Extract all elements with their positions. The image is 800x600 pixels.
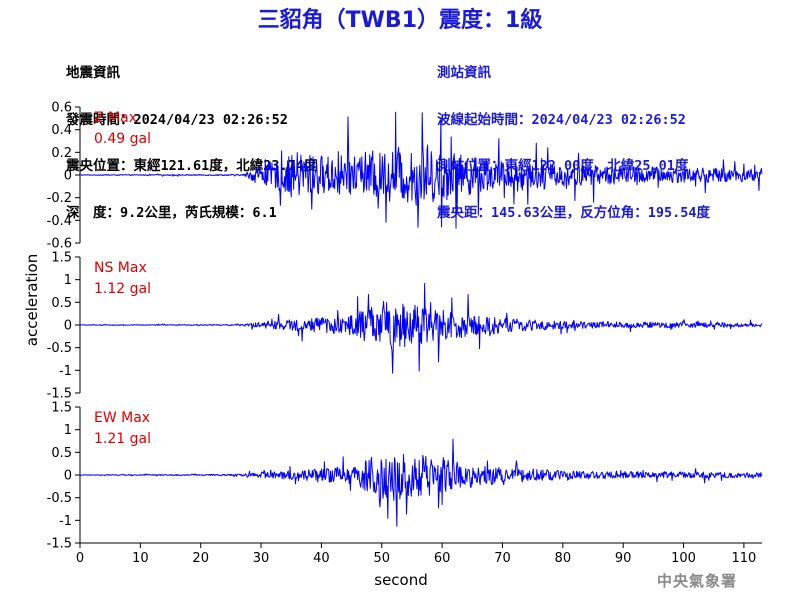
x-tick-label: 30 (253, 551, 270, 566)
x-tick-label: 10 (132, 551, 149, 566)
y-tick-label: 0 (64, 469, 72, 484)
y-tick-label: -0.5 (47, 491, 72, 506)
x-tick-label: 80 (555, 551, 572, 566)
waveform-ew (79, 438, 763, 527)
waveform-ns (79, 282, 763, 374)
y-tick-label: 1.5 (51, 251, 72, 266)
x-tick-label: 90 (615, 551, 632, 566)
x-tick-label: 110 (731, 551, 756, 566)
earthquake-info: 地震資訊 發震時間：2024/04/23 02:26:52 震央位置：東經121… (66, 35, 317, 237)
y-tick-label: 1.5 (51, 401, 72, 416)
y-tick-label: 1 (64, 273, 72, 288)
panel-z: -0.6 -0.4 -0.2 0 0.2 0.4 0.6 Z Max 0.49 gal (47, 101, 763, 252)
max-value-ew: 1.21 gal (94, 431, 151, 447)
depth-magnitude: 深 度：9.2公里，芮氏規模：6.1 (66, 204, 277, 221)
y-tick-label: -0.5 (47, 341, 72, 356)
station-info-heading: 測站資訊 (437, 65, 491, 81)
y-tick-label: 0 (64, 169, 72, 184)
panel-ew: -1.5 -1 -0.5 0 0.5 1 1.5 EW Max 1.21 gal (47, 401, 763, 552)
y-tick-label: -0.6 (47, 237, 72, 252)
y-tick-label: 0.6 (51, 101, 72, 116)
y-tick-label: 0 (64, 319, 72, 334)
epicenter-location: 震央位置：東經121.61度，北緯23.74度 (66, 158, 318, 174)
y-tick-label: -1 (59, 514, 72, 529)
station-location: 測站位置：東經122.00度，北緯25.01度 (437, 158, 689, 174)
y-tick-label: 0.5 (51, 446, 72, 461)
agency-watermark: 中央氣象署 (657, 572, 738, 590)
max-label-ew: EW Max (94, 410, 150, 426)
x-tick-label: 50 (373, 551, 390, 566)
x-tick-label: 20 (192, 551, 209, 566)
x-tick-label: 60 (434, 551, 451, 566)
wave-start-time: 波線起始時間：2024/04/23 02:26:52 (437, 111, 686, 128)
y-tick-label: -0.4 (47, 214, 72, 229)
x-tick-label: 100 (671, 551, 696, 566)
origin-time: 發震時間：2024/04/23 02:26:52 (66, 111, 288, 128)
station-info: 測站資訊 波線起始時間：2024/04/23 02:26:52 測站位置：東經1… (437, 35, 710, 237)
page-title: 三貂角（TWB1）震度：1級 (257, 8, 543, 33)
earthquake-info-heading: 地震資訊 (66, 65, 120, 81)
y-tick-label: 1 (64, 423, 72, 438)
y-tick-label: -1.5 (47, 537, 72, 552)
max-value-ns: 1.12 gal (94, 281, 151, 297)
y-tick-label: -1 (59, 364, 72, 379)
x-tick-label: 70 (494, 551, 511, 566)
y-tick-label: -1.5 (47, 387, 72, 402)
max-label-ns: NS Max (94, 260, 147, 276)
x-tick-label: 0 (76, 551, 84, 566)
panel-ns: -1.5 -1 -0.5 0 0.5 1 1.5 NS Max 1.12 gal (47, 251, 763, 402)
y-tick-label: 0.4 (51, 123, 72, 138)
max-value-z: 0.49 gal (94, 131, 151, 147)
x-tick-label: 40 (313, 551, 330, 566)
max-label-z: Z Max (94, 110, 137, 126)
y-tick-label: 0.2 (51, 146, 72, 161)
epicentral-distance: 震央距：145.63公里，反方位角：195.54度 (437, 204, 711, 221)
y-tick-label: -0.2 (47, 191, 72, 206)
y-tick-label: 0.5 (51, 296, 72, 311)
waveform-z (79, 111, 763, 229)
x-axis-label: second (374, 571, 428, 589)
y-axis-label: acceleration (23, 254, 41, 346)
